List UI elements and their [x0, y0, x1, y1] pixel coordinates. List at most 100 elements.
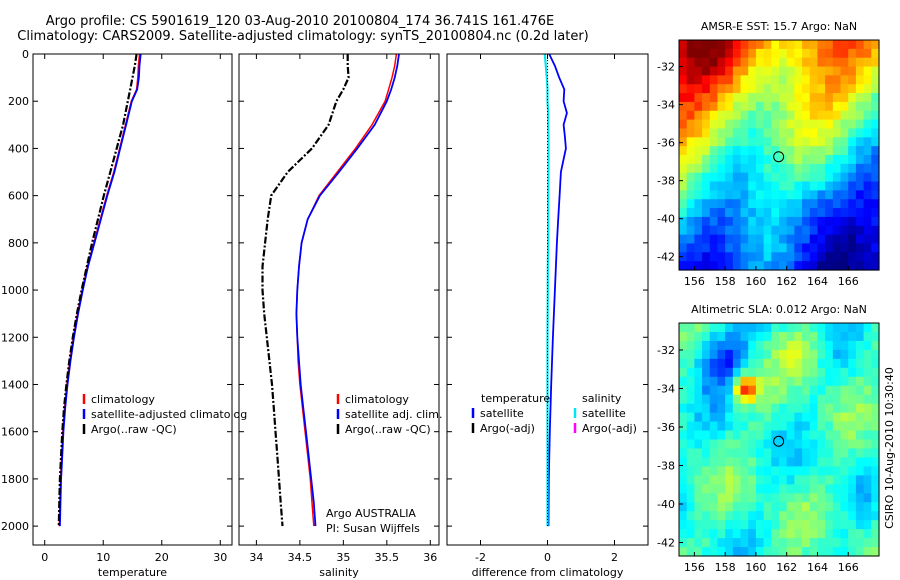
temperature-xlabel: temperature — [98, 566, 167, 579]
sst-map-cell — [832, 137, 842, 147]
sst-map-cell — [779, 93, 788, 103]
sla-map-cell — [809, 529, 819, 539]
sla-map-cell — [855, 323, 865, 333]
sst-map-cell — [717, 190, 726, 200]
sla-map-cell — [755, 439, 765, 450]
sst-map-cell — [871, 163, 880, 174]
sst-map-cell — [725, 146, 734, 156]
sla-map-cell — [817, 412, 826, 423]
sst-map-cell — [763, 110, 772, 121]
sla-map-cell — [863, 439, 872, 450]
sst-map-cell — [748, 216, 757, 227]
sst-map-cell — [794, 66, 803, 76]
sla-map-cell — [717, 520, 726, 530]
depth-tick-label: 1200 — [1, 331, 29, 344]
sla-map-cell — [840, 448, 849, 459]
sst-map-cell — [755, 75, 765, 85]
sst-map-cell — [686, 190, 695, 200]
sst-map-cell — [725, 110, 734, 121]
sst-map-cell — [755, 57, 765, 68]
sla-map-cell — [855, 358, 865, 369]
sst-map-cell — [709, 216, 719, 227]
sst-map-cell — [817, 181, 826, 191]
sla-map-cell — [871, 475, 880, 485]
sst-map-cell — [786, 190, 795, 200]
temperature-axes-frame — [32, 53, 233, 546]
sst-map-cell — [732, 181, 742, 191]
sla-map-cell — [732, 475, 742, 485]
sst-map-cell — [779, 146, 788, 156]
sst-map-cell — [809, 163, 819, 174]
sst-map-cell — [740, 119, 749, 130]
sla-map-cell — [709, 439, 719, 450]
sst-map-cell — [825, 93, 834, 103]
sst-map-cell — [725, 84, 734, 94]
sst-map-cell — [732, 225, 742, 236]
sla-map-cell — [855, 502, 865, 512]
sla-map-cell — [817, 331, 826, 342]
sla-map-cell — [748, 323, 757, 333]
sla-map-cell — [802, 323, 811, 333]
sla-map-cell — [732, 547, 742, 557]
sla-map-cell — [686, 475, 695, 485]
sst-map-cell — [763, 48, 772, 59]
sst-map-cell — [702, 261, 711, 271]
sst-map-cell — [686, 252, 695, 262]
salinity-line-argo-raw-qc- — [261, 54, 350, 527]
sla-map-cell — [779, 394, 788, 405]
sst-map-cell — [771, 243, 780, 253]
sst-map-cell — [740, 101, 749, 112]
sla-map-cell — [817, 466, 826, 476]
sla-map-cell — [702, 493, 711, 503]
sla-map-cell — [709, 538, 719, 548]
sla-map-cell — [740, 466, 749, 476]
sst-map-cell — [748, 75, 757, 85]
sst-map-cell — [725, 48, 734, 59]
sla-map-ytick-label: -34 — [657, 382, 675, 395]
sst-map-cell — [817, 225, 826, 236]
salinity-xtick-label: 35.5 — [375, 551, 400, 564]
sst-map-cell — [779, 225, 788, 236]
sst-map-cell — [740, 128, 749, 138]
temperature-legend-argo-label: Argo(..raw -QC) — [91, 423, 177, 436]
sst-map-cell — [771, 234, 780, 245]
sla-map-cell — [794, 457, 803, 467]
sst-map-cell — [740, 163, 749, 174]
sla-map-cell — [779, 430, 788, 441]
sla-map-cell — [809, 475, 819, 485]
sla-map-cell — [755, 448, 765, 459]
salinity-xlabel: salinity — [319, 566, 359, 579]
sst-map-cell — [740, 48, 749, 59]
sst-map-cell — [763, 137, 772, 147]
sst-map-cell — [786, 208, 795, 218]
sst-map-cell — [694, 252, 703, 262]
sla-map-cell — [732, 529, 742, 539]
sst-map-cell — [825, 110, 834, 121]
sst-map-cell — [779, 110, 788, 121]
sst-map-cell — [748, 252, 757, 262]
sst-map-cell — [786, 243, 795, 253]
sst-map-cell — [794, 75, 803, 85]
sla-map-cell — [786, 331, 795, 342]
sla-map-cell — [709, 385, 719, 396]
sla-map-cell — [786, 457, 795, 467]
sla-map-cell — [771, 340, 780, 351]
sla-map-cell — [732, 511, 742, 521]
sst-map-cell — [694, 40, 703, 50]
sst-map-cell — [725, 181, 734, 191]
sst-map-cell — [855, 243, 865, 253]
sst-map-cell — [863, 172, 872, 183]
sla-map-cell — [725, 331, 734, 342]
sst-map-cell — [732, 119, 742, 130]
sst-map-cell — [809, 146, 819, 156]
sla-map-cell — [740, 367, 749, 378]
sla-map-cell — [871, 394, 880, 405]
sla-map-cell — [794, 511, 803, 521]
sla-map-cell — [679, 367, 688, 378]
sla-map-frame — [678, 322, 880, 557]
sla-map-cell — [825, 430, 834, 441]
sla-map-cell — [725, 430, 734, 441]
sla-map-cell — [709, 430, 719, 441]
sst-map-cell — [771, 163, 780, 174]
sst-map-cell — [779, 119, 788, 130]
